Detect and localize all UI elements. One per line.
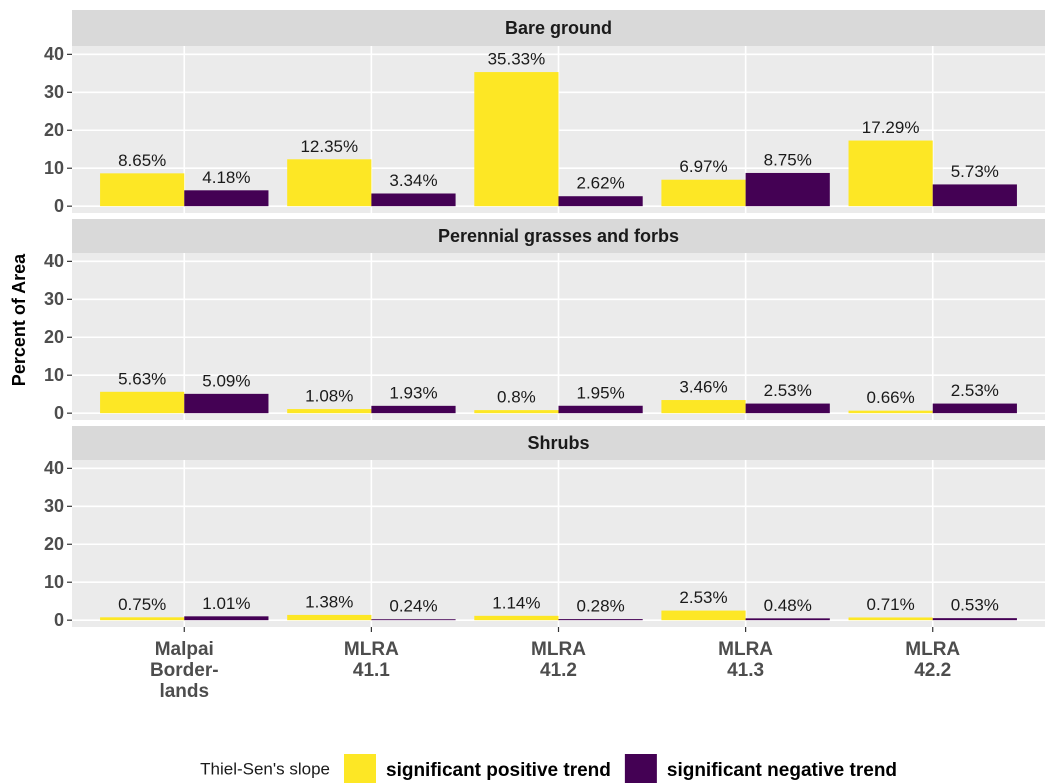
y-tick-label: 40 (44, 251, 64, 271)
y-axis-label: Percent of Area (9, 253, 29, 386)
y-tick-label: 10 (44, 572, 64, 592)
y-tick-label: 40 (44, 44, 64, 64)
bar (661, 610, 746, 621)
legend-title: Thiel-Sen's slope (200, 759, 330, 778)
y-tick-label: 40 (44, 458, 64, 478)
value-label: 1.14% (492, 593, 540, 612)
bar (371, 405, 456, 414)
y-tick-label: 20 (44, 327, 64, 347)
y-tick-label: 30 (44, 496, 64, 516)
value-label: 17.29% (862, 118, 920, 137)
bar (100, 391, 185, 414)
value-label: 12.35% (300, 137, 358, 156)
bar (932, 618, 1017, 621)
value-label: 2.53% (679, 588, 727, 607)
x-tick-label: MLRA 41.2 (531, 639, 586, 681)
bar (661, 179, 746, 207)
y-tick-label: 10 (44, 158, 64, 178)
value-label: 0.28% (576, 597, 624, 616)
bar (287, 614, 372, 621)
value-label: 0.71% (867, 595, 915, 614)
value-label: 1.38% (305, 592, 353, 611)
y-tick-label: 10 (44, 365, 64, 385)
bar (474, 615, 559, 621)
y-tick-label: 0 (54, 403, 64, 423)
bar (848, 140, 933, 207)
legend-swatch (624, 754, 657, 783)
x-tick-label: MLRA 41.1 (343, 639, 399, 681)
value-label: 8.65% (118, 151, 166, 170)
bar (184, 616, 269, 621)
y-tick-label: 30 (44, 289, 64, 309)
value-label: 0.66% (867, 388, 915, 407)
value-label: 0.75% (118, 595, 166, 614)
value-label: 0.24% (389, 597, 437, 616)
y-tick-label: 20 (44, 534, 64, 554)
bar (184, 190, 269, 207)
strip (72, 219, 1045, 253)
bar (287, 409, 372, 414)
bar (558, 196, 643, 207)
bar (287, 159, 372, 207)
bar (100, 617, 185, 621)
bar (848, 410, 933, 414)
bar (474, 72, 559, 207)
bar (184, 393, 269, 414)
bar (932, 184, 1017, 207)
value-label: 8.75% (764, 150, 812, 169)
y-tick-label: 0 (54, 610, 64, 630)
bar (745, 172, 830, 207)
strip (72, 10, 1045, 46)
bar (745, 403, 830, 414)
bar (371, 193, 456, 207)
value-label: 0.53% (951, 596, 999, 615)
value-label: 2.53% (764, 381, 812, 400)
value-label: 4.18% (202, 168, 250, 187)
bar (745, 618, 830, 621)
value-label: 5.09% (202, 371, 250, 390)
value-label: 1.01% (202, 594, 250, 613)
value-label: 0.48% (764, 596, 812, 615)
bar (100, 173, 185, 207)
value-label: 3.34% (389, 171, 437, 190)
value-label: 1.93% (389, 383, 437, 402)
value-label: 2.53% (951, 381, 999, 400)
bar (932, 403, 1017, 414)
bar (848, 617, 933, 621)
strip (72, 426, 1045, 460)
value-label: 2.62% (576, 174, 624, 193)
value-label: 1.95% (576, 383, 624, 402)
y-tick-label: 30 (44, 82, 64, 102)
bar (371, 619, 456, 621)
value-label: 5.63% (118, 369, 166, 388)
value-label: 6.97% (679, 157, 727, 176)
legend-label: significant negative trend (667, 760, 897, 781)
bar (558, 619, 643, 621)
x-tick-label: MLRA 41.3 (718, 639, 774, 681)
panel-title: Shrubs (527, 433, 589, 453)
panel-title: Bare ground (505, 18, 612, 38)
y-tick-label: 0 (54, 196, 64, 216)
value-label: 1.08% (305, 387, 353, 406)
bar (558, 405, 643, 414)
value-label: 3.46% (679, 378, 727, 397)
panel-title: Perennial grasses and forbs (438, 226, 679, 246)
y-tick-label: 20 (44, 120, 64, 140)
value-label: 5.73% (951, 162, 999, 181)
legend-label: significant positive trend (386, 760, 611, 781)
legend-swatch (344, 754, 376, 783)
x-tick-label: MLRA 42.2 (905, 639, 961, 681)
bar (474, 410, 559, 414)
value-label: 0.8% (497, 388, 536, 407)
value-label: 35.33% (488, 50, 546, 69)
bar (661, 400, 746, 414)
x-tick-label: Malpai Border- lands (149, 639, 219, 702)
